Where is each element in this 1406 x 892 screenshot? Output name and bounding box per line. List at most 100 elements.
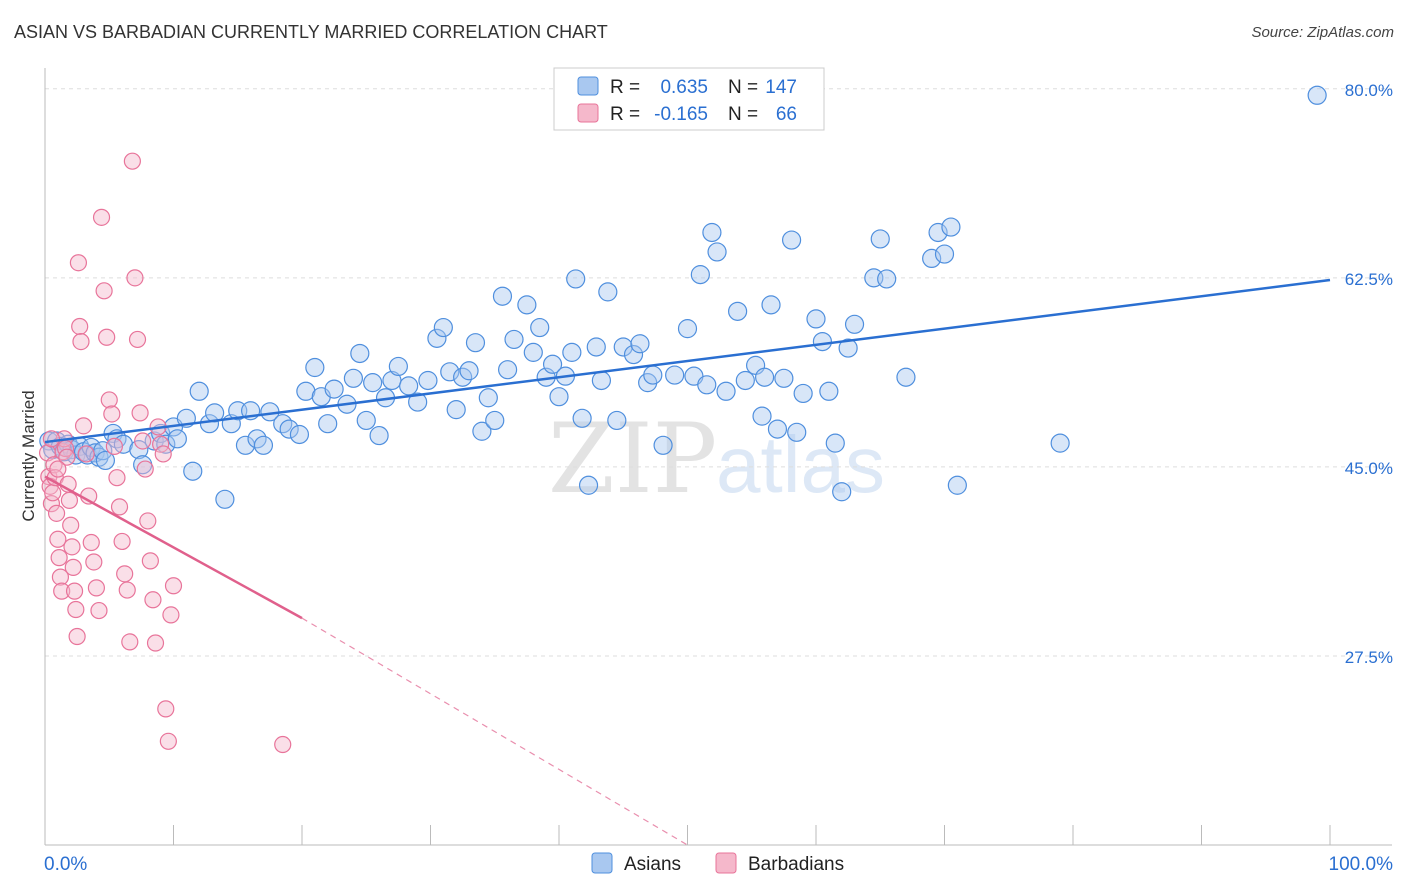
data-point-asian [498, 360, 518, 380]
data-point-asian [472, 421, 492, 441]
data-point-barbadian [65, 582, 84, 600]
data-point-barbadian [134, 432, 152, 450]
data-point-asian [356, 410, 376, 431]
data-point-asian [702, 222, 722, 243]
data-point-barbadian [67, 600, 85, 619]
data-point-asian [630, 334, 650, 354]
data-point-asian [896, 367, 916, 387]
data-point-barbadian [90, 601, 108, 620]
data-point-barbadian [100, 391, 118, 409]
data-point-asian [369, 425, 389, 446]
data-point-asian [253, 435, 274, 455]
data-point-barbadian [108, 469, 126, 487]
data-point-barbadian [116, 565, 134, 583]
data-point-barbadian [146, 634, 165, 652]
data-point-asian [459, 361, 479, 381]
data-point-asian [716, 381, 736, 401]
data-point-barbadian [74, 417, 93, 435]
data-point-asian [643, 365, 663, 385]
data-point-barbadian [69, 254, 88, 272]
data-point-asian [343, 368, 363, 388]
y-tick-label: 45.0% [1345, 459, 1393, 478]
y-axis-label: Currently Married [19, 390, 38, 521]
data-point-asian [877, 269, 897, 289]
data-point-asian [273, 414, 293, 434]
data-point-barbadian [126, 269, 144, 287]
data-point-barbadian [50, 549, 68, 567]
data-point-barbadian [123, 152, 141, 170]
data-point-asian [289, 424, 310, 445]
barbadian-r-label: R = [610, 104, 640, 125]
asian-n-value: 147 [765, 77, 797, 98]
data-point-asian [440, 362, 460, 382]
data-point-asian [941, 217, 961, 237]
data-point-barbadian [64, 558, 82, 576]
data-point-barbadian [60, 491, 79, 509]
data-point-asian [735, 370, 755, 391]
legend-asian-swatch [591, 852, 613, 874]
data-point-barbadian [47, 504, 66, 522]
data-point-asian [690, 265, 710, 285]
data-point-asian [922, 248, 942, 269]
data-point-barbadian [159, 732, 177, 750]
data-point-barbadian [136, 460, 154, 478]
data-point-barbadian [92, 208, 111, 226]
data-point-barbadian [152, 435, 170, 453]
y-tick-label: 27.5% [1345, 648, 1393, 667]
data-point-barbadian [42, 495, 61, 513]
data-point-asian [934, 244, 955, 264]
data-point-asian [95, 450, 115, 471]
data-point-barbadian [121, 633, 139, 651]
barbadian-r-value: -0.165 [654, 104, 708, 125]
data-point-barbadian [141, 552, 159, 570]
data-point-asian [517, 295, 537, 315]
data-point-asian [305, 357, 325, 378]
data-point-asian [183, 461, 203, 481]
data-point-asian [156, 434, 176, 454]
data-point-barbadian [162, 606, 180, 624]
data-point-asian [572, 408, 592, 428]
data-point-asian [485, 410, 505, 431]
data-point-asian [446, 400, 466, 420]
x-tick-label: 100.0% [1329, 854, 1394, 875]
data-point-asian [350, 343, 370, 364]
trend-lines [44, 278, 1331, 846]
tick-labels: 27.5% 45.0% 62.5% 80.0% 0.0% 100.0% [44, 81, 1393, 875]
data-point-barbadian [82, 533, 100, 552]
data-point-barbadian [274, 735, 292, 754]
data-point-asian [677, 319, 698, 339]
data-point-asian [504, 329, 524, 350]
data-point-barbadian [139, 512, 157, 530]
data-point-barbadian [110, 498, 129, 516]
data-point-barbadian [53, 582, 71, 600]
data-point-asian [787, 422, 807, 442]
data-point-barbadian [51, 568, 70, 586]
data-point-barbadian [154, 445, 172, 463]
data-point-asian [492, 286, 513, 306]
data-point-asian [793, 383, 813, 404]
x-tick-label: 0.0% [44, 854, 87, 875]
data-point-barbadian [42, 430, 61, 448]
axes [44, 68, 1392, 846]
data-point-asian [819, 381, 839, 401]
data-point-barbadian [98, 328, 116, 346]
data-point-asian [754, 367, 775, 387]
data-point-asian [767, 419, 788, 439]
trend-line-asian [44, 278, 1331, 444]
data-point-asian [613, 337, 633, 357]
data-point-barbadian [105, 437, 123, 455]
data-point-barbadian [144, 591, 162, 609]
asian-n-label: N = [728, 77, 758, 98]
data-point-barbadian [68, 627, 86, 646]
data-point-asian [806, 309, 826, 329]
data-point-asian [844, 314, 865, 334]
asian-swatch [577, 76, 599, 96]
data-point-asian [549, 387, 569, 407]
data-point-asian [838, 338, 858, 358]
data-point-barbadian [128, 330, 147, 349]
data-point-asian [665, 365, 685, 385]
y-tick-label: 80.0% [1345, 81, 1393, 100]
data-point-barbadian [71, 317, 89, 336]
barbadian-n-value: 66 [776, 104, 797, 125]
